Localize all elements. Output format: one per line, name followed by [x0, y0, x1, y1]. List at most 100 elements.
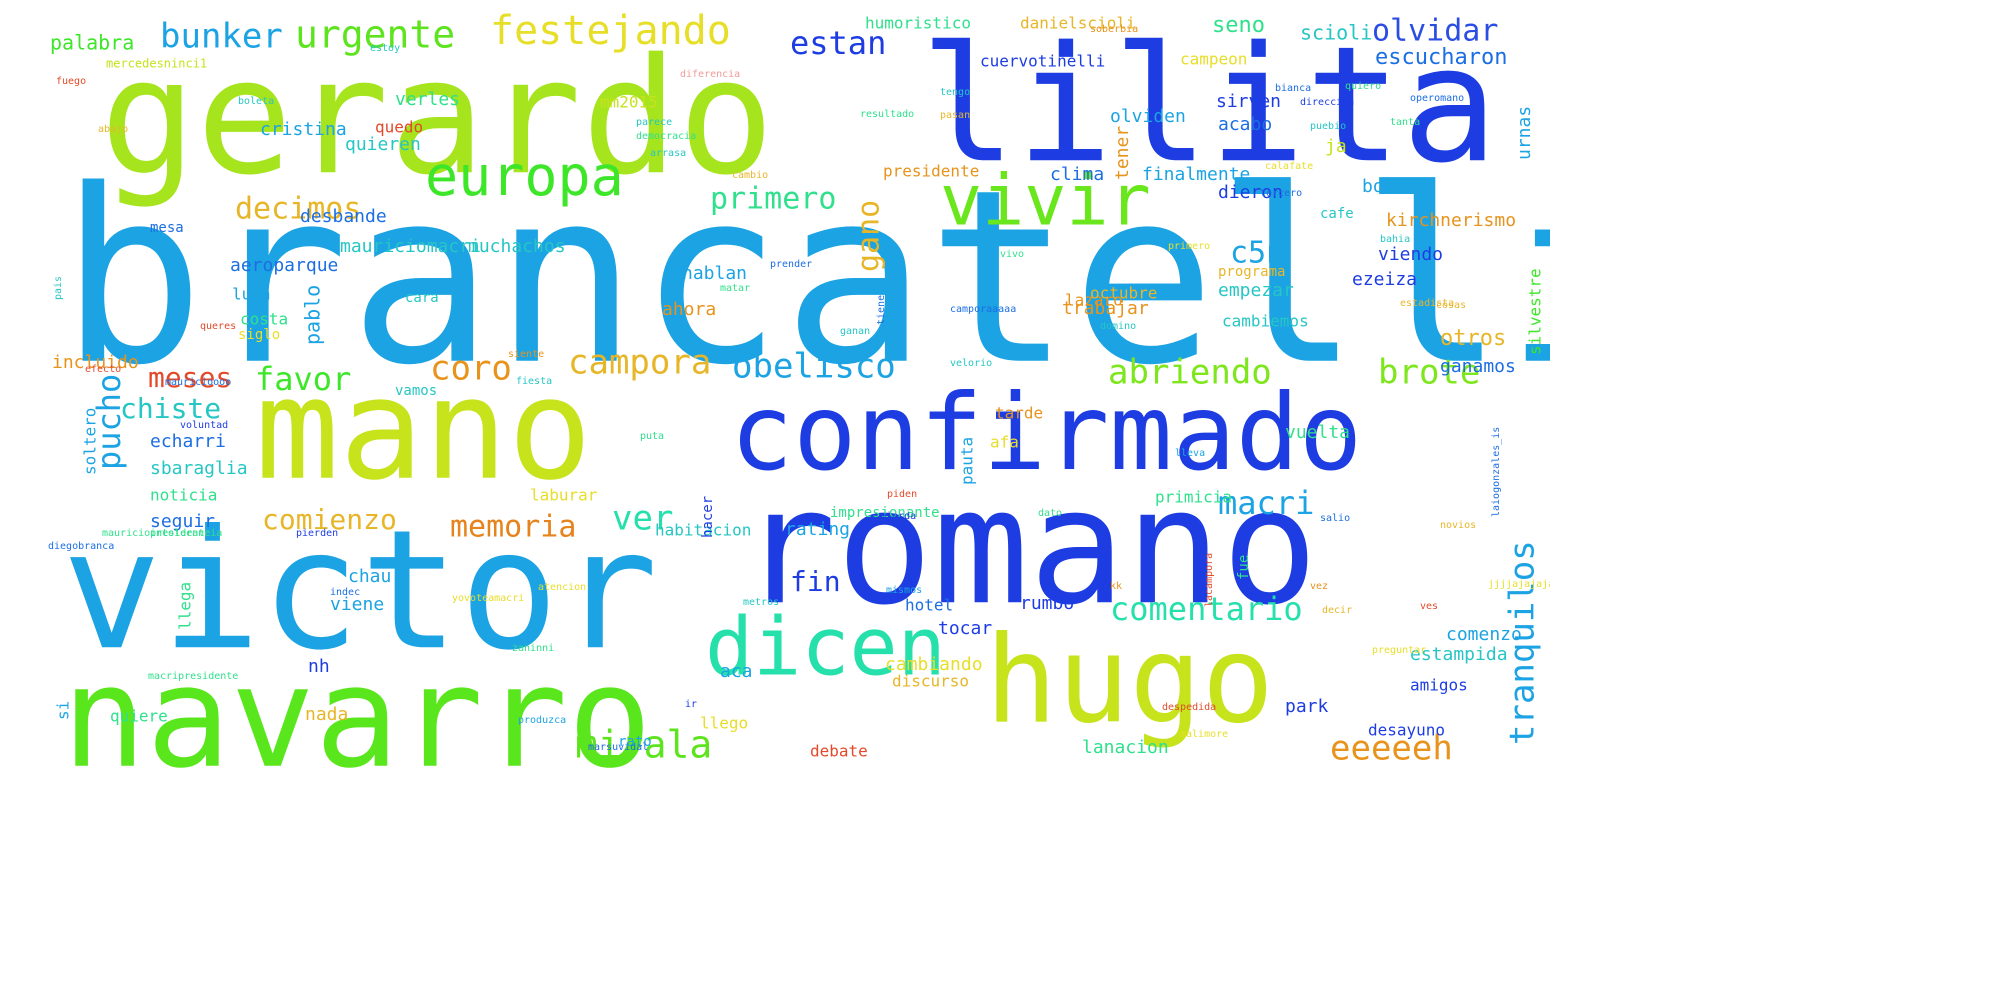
- cloud-word: ezeiza: [1352, 268, 1418, 290]
- cloud-word: pierden: [296, 528, 339, 540]
- cloud-word: chiste: [120, 392, 222, 426]
- cloud-word: vez: [1310, 581, 1329, 593]
- cloud-word: mercedesninci1: [106, 56, 208, 71]
- cloud-word: aca: [720, 660, 753, 682]
- cloud-word: rating: [785, 518, 851, 540]
- cloud-word: dieron: [1218, 181, 1284, 203]
- cloud-word: finalmente: [1142, 163, 1251, 185]
- cloud-word: decir: [1322, 605, 1353, 617]
- cloud-word: olviden: [1110, 105, 1186, 127]
- cloud-word: victor: [62, 494, 659, 687]
- cloud-word: intolerancia: [150, 528, 223, 540]
- cloud-word: voluntad: [180, 420, 229, 432]
- cloud-word: debate: [810, 741, 868, 761]
- cloud-word: programa: [1218, 264, 1286, 281]
- cloud-word: discurso: [892, 671, 970, 691]
- cloud-word: romano: [740, 453, 1318, 641]
- cloud-word: atencion: [538, 582, 587, 594]
- cloud-word: mano: [255, 348, 593, 512]
- cloud-word: decimos: [235, 191, 362, 227]
- cloud-word: matar: [720, 283, 751, 295]
- cloud-word: resultado: [860, 109, 915, 121]
- cloud-word: bunker: [160, 16, 283, 57]
- cloud-word: dicen: [705, 600, 946, 694]
- cloud-word: diegobranca: [48, 541, 115, 553]
- cloud-word: quieren: [345, 133, 421, 155]
- cloud-word: navarro: [62, 636, 653, 772]
- cloud-word: soltero: [80, 407, 100, 475]
- cloud-word: brote: [1378, 352, 1481, 393]
- cloud-word: cuervotinelli: [980, 51, 1106, 71]
- cloud-word: mauriciomacri: [340, 235, 481, 257]
- cloud-word: fue: [1236, 554, 1253, 580]
- cloud-word: estadista: [1400, 298, 1455, 310]
- cloud-word: vuelta: [1285, 421, 1351, 443]
- cloud-word: echarri: [150, 430, 226, 452]
- cloud-word: abriendo: [1108, 352, 1272, 393]
- cloud-word: cara: [405, 290, 439, 307]
- cloud-word: acabo: [1218, 113, 1273, 135]
- cloud-word: lazaro: [1065, 290, 1123, 310]
- cloud-word: estan: [790, 24, 887, 63]
- cloud-word: novios: [1440, 520, 1477, 532]
- cloud-word: desayuno: [1368, 720, 1446, 740]
- cloud-word: meses: [148, 361, 233, 395]
- cloud-word: tener: [1111, 125, 1133, 180]
- cloud-word: olvidar: [1372, 13, 1499, 49]
- cloud-word: tengo: [940, 87, 971, 99]
- cloud-word: europa: [425, 144, 624, 209]
- cloud-word: preguntar: [1372, 645, 1427, 657]
- cloud-word: puta: [640, 431, 665, 443]
- cloud-word: hugo: [985, 611, 1274, 751]
- cloud-word: trabajar: [1062, 297, 1149, 319]
- cloud-word: comentario: [1110, 590, 1303, 629]
- cloud-word: cosas: [1436, 300, 1467, 312]
- cloud-word: danielscioli: [1020, 13, 1136, 33]
- cloud-word: lanacion: [1082, 736, 1169, 758]
- cloud-word: urgente: [295, 12, 456, 57]
- cloud-word: ganamos: [1440, 355, 1516, 377]
- cloud-word: cambiando: [885, 653, 983, 675]
- cloud-word: soberbia: [1090, 24, 1139, 36]
- cloud-word: bianca: [1275, 83, 1312, 95]
- cloud-word: pauta: [957, 436, 977, 485]
- cloud-word: mauriciopresidente: [102, 528, 211, 540]
- cloud-word: fin: [790, 565, 841, 599]
- cloud-word: park: [1285, 695, 1329, 717]
- cloud-word: eeeeeh: [1330, 728, 1453, 769]
- cloud-word: quedo: [375, 117, 424, 137]
- cloud-word: primero: [1168, 241, 1211, 253]
- cloud-word: luna: [232, 284, 271, 304]
- cloud-word: lilita: [920, 11, 1498, 199]
- cloud-word: marsuvidal: [588, 742, 649, 754]
- cloud-word: pablo: [300, 284, 325, 345]
- cloud-word: jjjjajajajaj: [1488, 579, 1550, 591]
- cloud-word: rumbo: [1020, 592, 1075, 614]
- cloud-word: primicia: [1155, 487, 1233, 507]
- cloud-word: viendo: [1378, 243, 1444, 265]
- cloud-word: salio: [1320, 513, 1351, 525]
- cloud-word: sbaraglia: [150, 457, 248, 479]
- cloud-word: pasan: [940, 110, 971, 122]
- cloud-word: cristina: [260, 118, 347, 140]
- cloud-word: tarde: [995, 403, 1044, 423]
- cloud-word: sirven: [1216, 90, 1282, 112]
- cloud-word: kirchnerismo: [1386, 209, 1517, 231]
- cloud-word: laburar: [530, 485, 598, 505]
- cloud-word: rato: [618, 734, 652, 751]
- cloud-word: impresionante: [830, 505, 940, 522]
- cloud-word: laiogonzales_is: [1491, 426, 1503, 517]
- cloud-word: estoy: [370, 43, 401, 55]
- cloud-word: tiene: [876, 294, 888, 325]
- cloud-word: ver: [612, 498, 674, 539]
- cloud-word: vivir: [940, 159, 1151, 242]
- cloud-word: campora: [568, 342, 712, 383]
- cloud-word: democracia: [636, 131, 697, 143]
- cloud-word: mismos: [886, 585, 923, 597]
- cloud-word: chau: [348, 565, 392, 587]
- cloud-word: hotel: [905, 595, 954, 615]
- cloud-word: calafate: [1265, 161, 1314, 173]
- cloud-word: nada: [305, 703, 349, 725]
- cloud-word: camporaaaaa: [950, 304, 1017, 316]
- cloud-word: despedida: [1162, 702, 1217, 714]
